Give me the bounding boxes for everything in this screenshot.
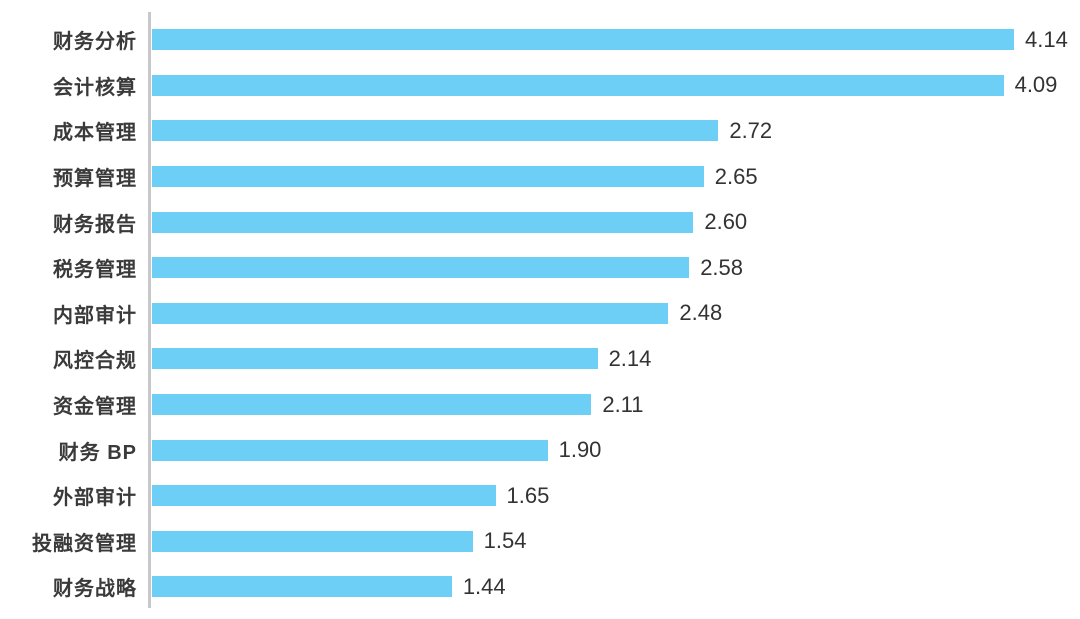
value-label: 4.09 [1014,72,1058,98]
bar-row: 外部审计 1.65 [0,473,1080,519]
category-label: 财务战略 [53,578,137,601]
bar [152,439,548,461]
value-label: 2.60 [704,209,748,235]
bar-rows: 财务分析 4.14 会计核算 4.09 成本管理 2.72 预算管理 2.65 … [0,17,1080,610]
bar-row: 预算管理 2.65 [0,154,1080,200]
y-axis-line [148,12,151,608]
category-label: 外部审计 [53,487,137,510]
value-label: 2.14 [608,345,652,371]
bar-row: 财务战略 1.44 [0,564,1080,610]
bar-row: 会计核算 4.09 [0,63,1080,109]
value-label: 4.14 [1025,26,1068,52]
bar-row: 风控合规 2.14 [0,336,1080,382]
category-label: 资金管理 [53,396,137,419]
bar-row: 税务管理 2.58 [0,245,1080,291]
bar-row: 财务分析 4.14 [0,17,1080,63]
category-label: 预算管理 [53,168,137,191]
value-label: 2.65 [714,163,758,189]
category-label: 投融资管理 [32,532,137,555]
bar [152,211,694,233]
category-label: 财务 BP [58,441,137,464]
value-label: 2.72 [729,117,773,143]
value-label: 1.54 [483,528,527,554]
bar-row: 投融资管理 1.54 [0,519,1080,565]
bar [152,394,592,416]
value-label: 1.90 [558,437,602,463]
value-label: 1.65 [506,482,550,508]
bar [152,257,690,279]
value-label: 2.11 [602,391,644,417]
category-label: 财务报告 [53,213,137,236]
bar-row: 财务 BP 1.90 [0,427,1080,473]
bar [152,29,1014,51]
bar-row: 成本管理 2.72 [0,108,1080,154]
bar [152,485,496,507]
category-label: 税务管理 [53,259,137,282]
bar [152,120,719,142]
bar-row: 内部审计 2.48 [0,291,1080,337]
bar-row: 资金管理 2.11 [0,382,1080,428]
category-label: 风控合规 [53,350,137,373]
category-label: 成本管理 [53,122,137,145]
bar [152,302,669,324]
bar [152,166,704,188]
bar-row: 财务报告 2.60 [0,199,1080,245]
bar [152,348,598,370]
value-label: 2.58 [700,254,744,280]
category-label: 会计核算 [53,76,137,99]
value-label: 2.48 [679,300,723,326]
category-label: 财务分析 [53,31,137,54]
value-label: 1.44 [462,573,506,599]
bar [152,530,473,552]
bar [152,576,452,598]
category-label: 内部审计 [53,304,137,327]
bar [152,74,1004,96]
